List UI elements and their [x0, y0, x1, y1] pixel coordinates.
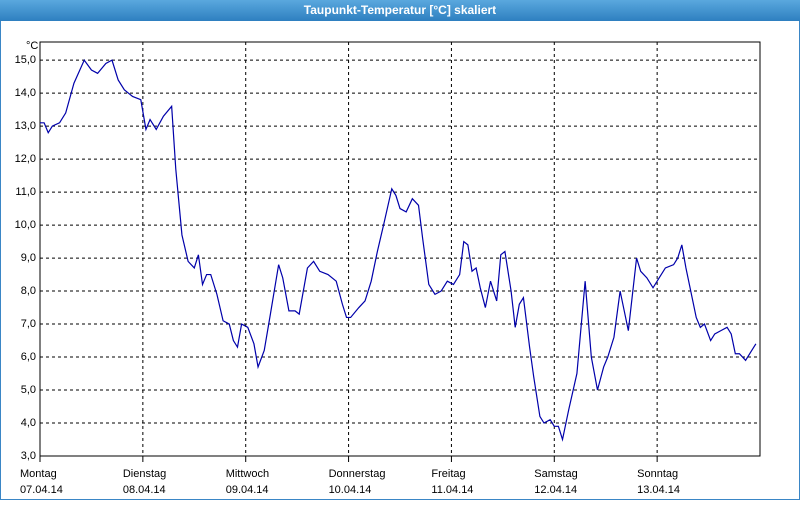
x-tick-date: 11.04.14	[431, 484, 473, 496]
x-tick-date: 08.04.14	[123, 484, 166, 496]
x-tick-date: 13.04.14	[637, 484, 680, 496]
x-tick-label: Samstag	[534, 468, 577, 480]
chart-title: Taupunkt-Temperatur [°C] skaliert	[304, 3, 496, 17]
line	[40, 58, 757, 442]
y-unit: °C	[26, 40, 38, 52]
y-tick-label: 15,0	[15, 54, 36, 66]
x-tick-label: Dienstag	[123, 468, 166, 480]
title-bar	[0, 0, 800, 21]
y-tick-label: 4,0	[21, 417, 36, 429]
y-tick-label: 11,0	[15, 186, 36, 198]
y-tick-label: 13,0	[15, 120, 36, 132]
y-tick-label: 3,0	[21, 450, 36, 462]
y-tick-label: 5,0	[21, 384, 36, 396]
x-tick-label: Montag	[20, 468, 57, 480]
x-tick-date: 07.04.14	[20, 484, 63, 496]
y-tick-label: 7,0	[21, 318, 36, 330]
x-tick-label: Freitag	[431, 468, 465, 480]
y-tick-label: 6,0	[21, 351, 36, 363]
y-tick-label: 9,0	[21, 252, 36, 264]
x-tick-label: Donnerstag	[329, 468, 386, 480]
x-tick-date: 12.04.14	[534, 484, 577, 496]
x-tick-label: Sonntag	[637, 468, 678, 480]
y-tick-label: 8,0	[21, 285, 36, 297]
y-tick-label: 10,0	[15, 219, 36, 231]
x-tick-date: 10.04.14	[329, 484, 372, 496]
y-tick-label: 12,0	[15, 153, 36, 165]
x-tick-label: Mittwoch	[226, 468, 269, 480]
x-tick-date: 09.04.14	[226, 484, 269, 496]
y-tick-label: 14,0	[15, 87, 36, 99]
